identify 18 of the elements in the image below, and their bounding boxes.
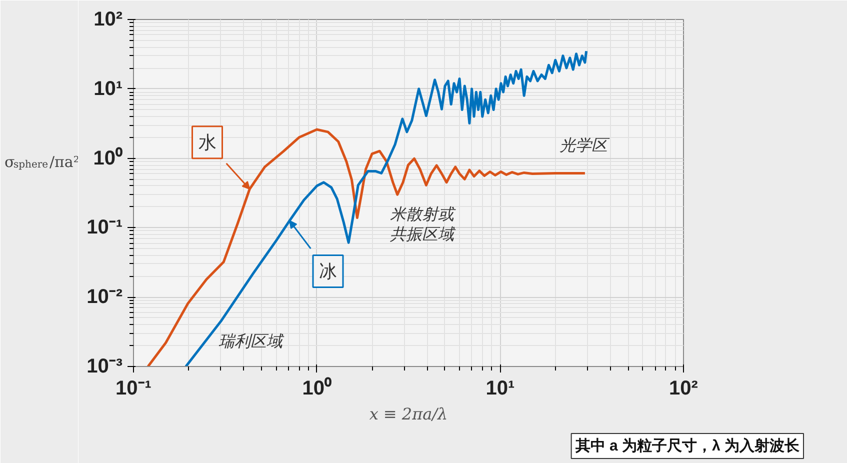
x-tick-label: 10⁻¹ [116, 378, 152, 400]
y-tick-label: 10⁻¹ [86, 216, 123, 239]
series-label: 冰 [319, 261, 338, 282]
y-axis-title: σsphere/πa² [4, 152, 80, 171]
y-tick-label: 10⁻³ [86, 356, 123, 378]
annotation: 瑞利区域 [218, 332, 284, 350]
annotation: 光学区 [559, 136, 610, 155]
y-tick-label: 10¹ [94, 78, 123, 100]
text: 水 [198, 132, 216, 152]
y-tick-label: 10² [94, 8, 123, 30]
y-tick-label: 10⁰ [93, 146, 123, 170]
annotation: 米散射或共振区域 [390, 205, 456, 244]
x-tick-label: 10⁰ [302, 376, 332, 400]
x-tick-label: 10² [669, 378, 698, 400]
x-axis-title: x ≡ 2πa/λ [369, 404, 448, 424]
y-tick-label: 10⁻² [86, 286, 123, 308]
x-tick-label: 10¹ [486, 378, 515, 400]
text: 其中 a 为粒子尺寸，λ 为入射波长 [574, 438, 800, 454]
